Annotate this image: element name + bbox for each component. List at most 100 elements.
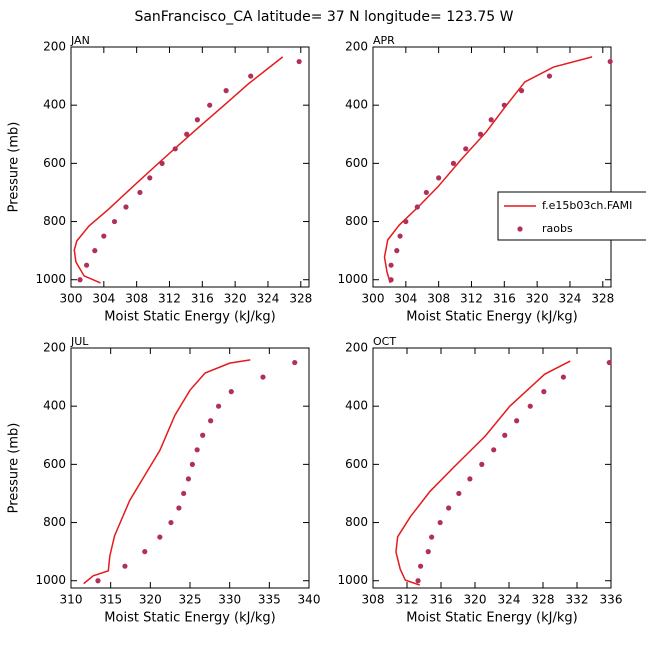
- raob-point: [501, 102, 507, 108]
- raob-point: [437, 519, 443, 526]
- panel-title: OCT: [373, 335, 396, 348]
- raob-point: [101, 233, 107, 239]
- raob-point: [176, 505, 182, 511]
- x-tick-label: 308: [362, 593, 385, 607]
- raob-point: [415, 578, 421, 584]
- raob-point: [414, 204, 420, 210]
- raob-point: [111, 218, 118, 225]
- x-tick-label: 320: [526, 292, 549, 306]
- raob-point: [184, 131, 190, 137]
- raob-point: [394, 248, 400, 254]
- raob-point: [137, 189, 143, 196]
- raob-point: [123, 204, 129, 210]
- raob-point: [541, 389, 547, 395]
- raob-point: [397, 233, 403, 239]
- x-tick-label: 308: [427, 292, 450, 306]
- raob-point: [502, 432, 508, 438]
- legend-label: f.e15b03ch.FAMI: [542, 199, 632, 212]
- raob-point: [142, 549, 148, 555]
- y-tick-label: 600: [345, 457, 368, 471]
- plot-frame: [372, 347, 612, 589]
- raob-point: [436, 175, 442, 181]
- x-tick-label: 324: [559, 292, 582, 306]
- raob-point: [491, 447, 497, 453]
- raob-point: [607, 58, 613, 65]
- panel-title: JAN: [70, 34, 90, 47]
- raob-point: [388, 277, 394, 283]
- raob-point: [527, 403, 533, 409]
- raob-point: [425, 549, 431, 555]
- x-tick-label: 315: [99, 593, 122, 607]
- raob-point: [83, 262, 90, 268]
- x-tick-label: 335: [258, 593, 281, 607]
- x-tick-label: 300: [60, 292, 83, 306]
- raob-point: [418, 563, 424, 569]
- raob-point: [92, 248, 98, 254]
- plot-frame: [70, 46, 310, 288]
- x-tick-label: 312: [460, 292, 483, 306]
- y-tick-label: 400: [43, 399, 66, 413]
- raob-point: [194, 447, 200, 453]
- raob-point: [159, 160, 165, 166]
- panel-title: APR: [373, 34, 395, 47]
- y-tick-label: 200: [43, 341, 66, 355]
- y-tick-label: 1000: [337, 272, 368, 286]
- y-tick-label: 1000: [337, 573, 368, 587]
- raob-point: [223, 88, 229, 94]
- raob-point: [514, 418, 520, 424]
- x-tick-label: 328: [532, 593, 555, 607]
- x-axis-label: Moist Static Energy (kJ/kg): [104, 310, 275, 325]
- raob-point: [296, 58, 302, 65]
- raob-point: [248, 73, 254, 79]
- raob-point: [388, 262, 394, 268]
- raob-point: [518, 88, 525, 94]
- raob-point: [147, 175, 153, 181]
- legend-swatch: [517, 226, 523, 232]
- raob-point: [450, 160, 457, 166]
- x-tick-label: 316: [430, 593, 453, 607]
- legend: f.e15b03ch.FAMI raobs: [497, 191, 646, 241]
- raob-point: [172, 146, 178, 152]
- raob-point: [200, 432, 206, 438]
- plot-frame: [70, 347, 310, 589]
- x-tick-label: 330: [218, 593, 241, 607]
- panel-title: JUL: [70, 335, 89, 348]
- x-tick-label: 316: [191, 292, 214, 306]
- x-tick-label: 310: [60, 593, 83, 607]
- raob-point: [488, 117, 494, 123]
- y-tick-label: 1000: [35, 272, 66, 286]
- x-tick-label: 336: [600, 593, 623, 607]
- raob-point: [479, 461, 485, 467]
- y-tick-label: 600: [345, 156, 368, 170]
- raob-point: [260, 374, 266, 380]
- raob-point: [208, 418, 214, 424]
- x-tick-label: 324: [498, 593, 521, 607]
- raob-point: [560, 374, 567, 380]
- raob-point: [181, 490, 187, 497]
- y-axis-label: Pressure (mb): [7, 423, 22, 514]
- y-tick-label: 200: [345, 40, 368, 54]
- y-tick-label: 200: [43, 40, 66, 54]
- raob-point: [546, 73, 553, 79]
- x-tick-label: 304: [394, 292, 417, 306]
- x-tick-label: 320: [224, 292, 247, 306]
- x-tick-label: 320: [139, 593, 162, 607]
- legend-label: raobs: [542, 222, 573, 235]
- y-tick-label: 600: [43, 156, 66, 170]
- x-axis-label: Moist Static Energy (kJ/kg): [406, 611, 577, 626]
- raob-point: [215, 403, 222, 409]
- y-tick-label: 400: [345, 98, 368, 112]
- plot-frame: [372, 46, 612, 288]
- raob-point: [606, 359, 612, 366]
- raob-point: [477, 131, 484, 137]
- raob-point: [463, 146, 469, 152]
- raob-point: [446, 505, 452, 511]
- raob-point: [207, 102, 213, 108]
- model-line: [73, 56, 284, 284]
- y-tick-label: 400: [345, 399, 368, 413]
- x-tick-label: 324: [257, 292, 280, 306]
- raob-point: [157, 534, 163, 540]
- raob-point: [423, 189, 429, 196]
